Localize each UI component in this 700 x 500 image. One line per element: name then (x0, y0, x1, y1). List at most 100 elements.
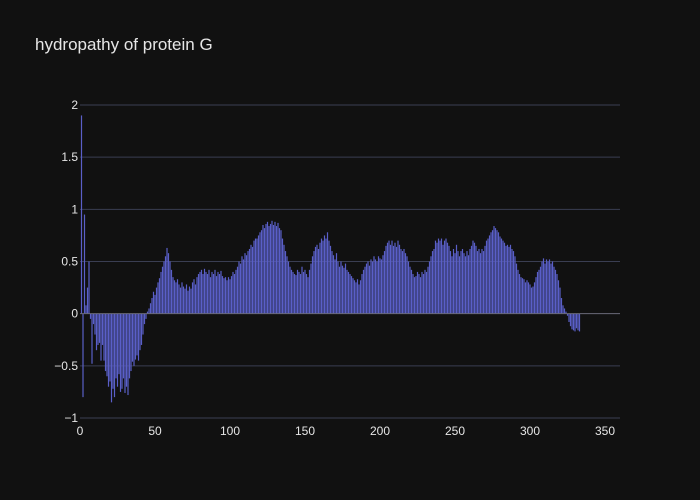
bar (445, 238, 447, 314)
bar (515, 263, 518, 314)
bar (550, 263, 552, 314)
bar (448, 245, 450, 314)
bar (536, 271, 539, 314)
bar (332, 255, 335, 314)
bar (497, 232, 500, 314)
bar (556, 274, 558, 314)
bar (472, 240, 474, 314)
bar (358, 284, 360, 314)
chart-title: hydropathy of protein G (35, 35, 213, 54)
bar (256, 238, 258, 314)
bar (85, 305, 87, 314)
bar (115, 313, 117, 379)
bar (121, 313, 123, 389)
bar (124, 313, 126, 393)
bar (416, 271, 419, 314)
bar (484, 245, 486, 314)
bar (373, 256, 375, 314)
bar (527, 282, 530, 314)
bar (451, 256, 453, 314)
bar (104, 313, 107, 372)
bar (376, 261, 378, 314)
bar (415, 276, 417, 314)
bar (179, 287, 182, 314)
bar (251, 246, 254, 314)
bar (446, 242, 449, 314)
bar (530, 287, 533, 314)
bar (292, 271, 294, 314)
bar (194, 284, 197, 314)
x-tick-label: 200 (370, 424, 390, 438)
bar (433, 248, 435, 314)
bar (298, 271, 300, 314)
bar (311, 256, 314, 314)
y-tick-label: 1.5 (61, 150, 78, 164)
bar (325, 238, 327, 314)
bar (535, 277, 537, 314)
bar (539, 266, 542, 314)
bar (461, 248, 464, 314)
bar (142, 313, 144, 335)
bar (164, 256, 167, 314)
bar (289, 266, 291, 314)
bar (374, 259, 377, 314)
axis-layer: −1 −0.5 0 0.5 1 1.5 2 0 50 100 150 200 250 300 350 (54, 98, 615, 438)
bar (91, 313, 93, 364)
bar (403, 248, 405, 314)
bar (301, 266, 303, 314)
bar (383, 251, 386, 314)
bar (350, 276, 353, 314)
bar (208, 269, 210, 314)
bar (371, 261, 374, 314)
bar (80, 115, 83, 314)
bar (344, 263, 347, 314)
bar (107, 313, 110, 387)
bar (394, 242, 396, 314)
bar (158, 278, 161, 314)
bar (139, 313, 141, 351)
bar (232, 271, 234, 314)
bar (86, 287, 89, 314)
bar (203, 268, 206, 314)
bar (247, 251, 249, 314)
bar (265, 223, 267, 314)
bar (245, 255, 248, 314)
bar (488, 235, 491, 314)
y-tick-label: 2 (71, 98, 78, 112)
bar (379, 258, 381, 314)
bar (481, 248, 483, 314)
bar (220, 270, 222, 314)
bar (326, 232, 329, 314)
bar (196, 277, 198, 314)
bar (443, 240, 446, 314)
bar (230, 276, 233, 314)
bar (145, 313, 147, 319)
bar (200, 269, 203, 314)
bar (259, 232, 261, 314)
bar (419, 277, 422, 314)
bar (490, 232, 492, 314)
bar (224, 277, 227, 314)
bar (113, 313, 116, 398)
bar (302, 271, 305, 314)
y-tick-label: 0.5 (61, 255, 78, 269)
bar (319, 242, 321, 314)
bar (221, 276, 224, 314)
bar (241, 256, 243, 314)
y-tick-label: −1 (64, 411, 78, 425)
bar (493, 226, 495, 314)
bar (476, 251, 479, 314)
bar (155, 287, 158, 314)
bar (109, 313, 111, 382)
bar (475, 245, 477, 314)
bar (307, 277, 309, 314)
y-tick-label: 0 (71, 307, 78, 321)
bar (346, 269, 348, 314)
bar (317, 248, 320, 314)
grid-layer (80, 104, 620, 419)
bar (185, 284, 188, 314)
bar (257, 235, 260, 314)
x-tick-label: 0 (77, 424, 84, 438)
bar (421, 271, 423, 314)
bar (400, 248, 402, 314)
